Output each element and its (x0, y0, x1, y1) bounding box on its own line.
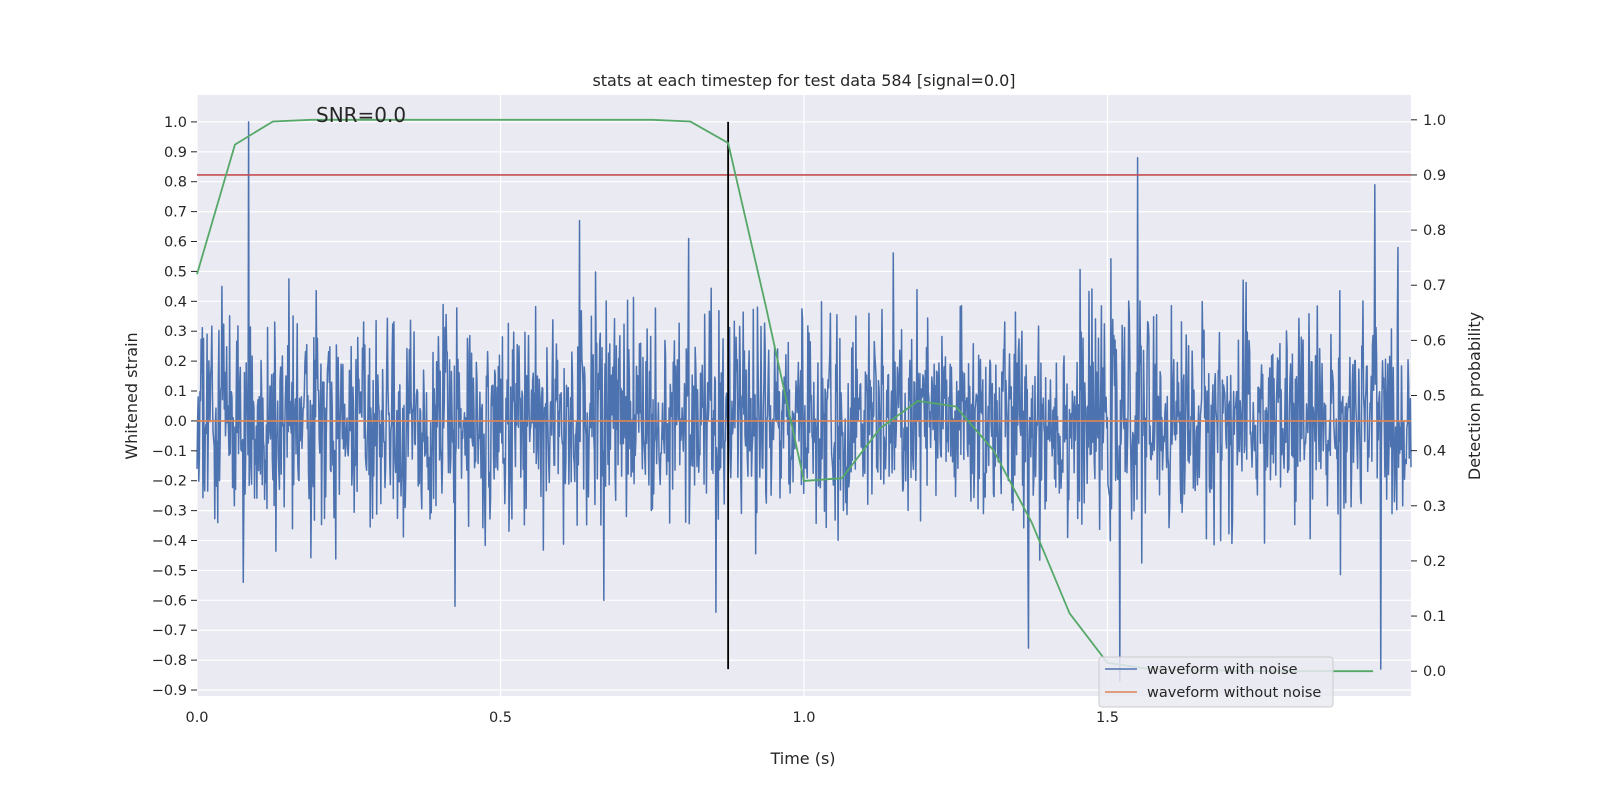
legend-box (1098, 656, 1334, 708)
y-tick-label: 0.2 (164, 354, 187, 370)
y-tick-label: −0.2 (152, 474, 187, 490)
y-tick-label: −0.1 (152, 444, 187, 460)
x-tick-label: 0.0 (185, 710, 208, 726)
y-tick-label: 0.4 (164, 294, 187, 310)
y-axis-title: Whitened strain (122, 332, 141, 459)
y-tick-label: 0.3 (164, 324, 187, 340)
y2-tick-label: 0.0 (1423, 664, 1446, 680)
y2-tick-label: 1.0 (1423, 113, 1446, 129)
x-axis-title: Time (s) (769, 749, 835, 768)
y-tick-label: 0.0 (164, 414, 187, 430)
y-tick-label: −0.4 (152, 534, 187, 550)
y-tick-label: 0.7 (164, 205, 187, 221)
chart-title: stats at each timestep for test data 584… (592, 71, 1015, 90)
y-tick-label: −0.6 (152, 593, 187, 609)
y-tick-label: 0.1 (164, 384, 187, 400)
y2-tick-label: 0.5 (1423, 389, 1446, 405)
legend-label-noise: waveform with noise (1147, 662, 1298, 678)
waveform-with-noise-line (196, 121, 1412, 682)
x-tick-label: 0.5 (489, 710, 512, 726)
x-tick-label: 1.5 (1096, 710, 1119, 726)
y2-tick-label: 0.1 (1423, 609, 1446, 625)
y-tick-label: −0.8 (152, 653, 187, 669)
y2-tick-label: 0.4 (1423, 444, 1446, 460)
y2-tick-label: 0.7 (1423, 278, 1446, 294)
y2-axis-title: Detection probability (1465, 312, 1484, 480)
y2-tick-label: 0.3 (1423, 499, 1446, 515)
y-tick-label: 0.9 (164, 145, 187, 161)
legend: waveform with noise waveform without noi… (1098, 656, 1334, 708)
legend-label-clean: waveform without noise (1147, 685, 1321, 701)
x-tick-label: 1.0 (792, 710, 815, 726)
y-tick-label: 0.6 (164, 235, 187, 251)
y2-tick-label: 0.8 (1423, 223, 1446, 239)
y-tick-label: −0.7 (152, 623, 187, 639)
y-tick-label: −0.3 (152, 504, 187, 520)
y-tick-label: 0.8 (164, 175, 187, 191)
y-tick-label: −0.5 (152, 563, 187, 579)
y2-tick-label: 0.9 (1423, 168, 1446, 184)
y2-tick-label: 0.2 (1423, 554, 1446, 570)
y-tick-label: 1.0 (164, 115, 187, 131)
ticks: 0.0 0.5 1.0 1.5 1.0 0.9 0.8 0.7 0.6 0.5 0.4 0.3 0.2 0… (152, 113, 1446, 726)
snr-annotation: SNR=0.0 (316, 103, 406, 127)
y2-tick-label: 0.6 (1423, 333, 1446, 349)
y-tick-label: −0.9 (152, 683, 187, 699)
y-tick-label: 0.5 (164, 264, 187, 280)
series-waveform-with-noise (196, 121, 1412, 682)
